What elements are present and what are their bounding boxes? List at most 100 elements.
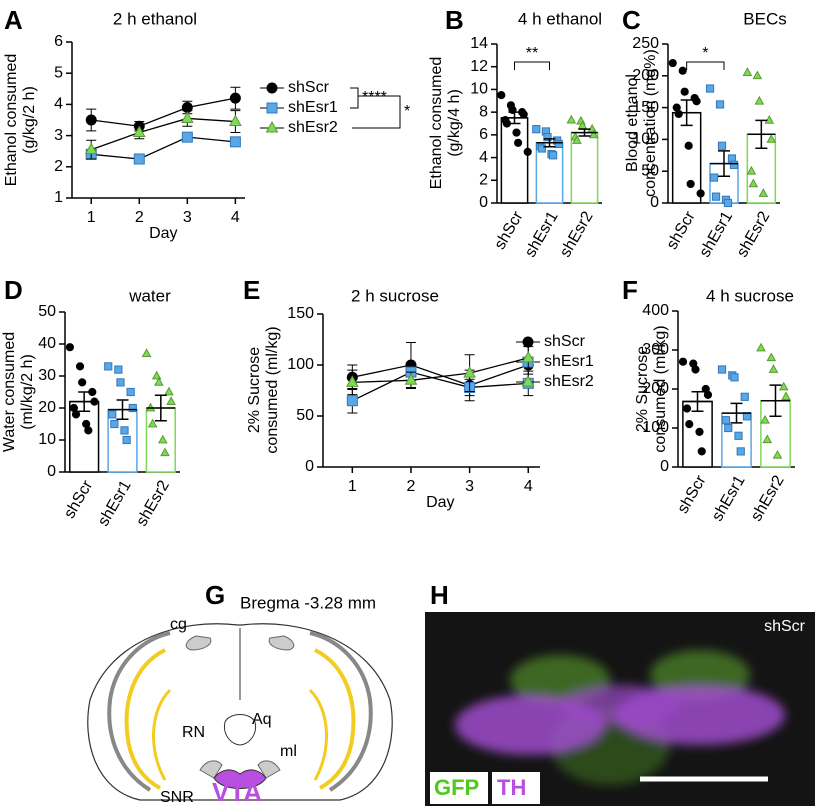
marker [762, 434, 773, 444]
y-tick-label: 50 [38, 303, 56, 320]
y-tick-label: 150 [287, 305, 314, 322]
marker [160, 447, 170, 457]
error-bar [69, 391, 99, 412]
y-tick-label: 0 [650, 194, 659, 211]
y-axis-label: consumed (ml/kg) [652, 325, 669, 452]
x-tick-label: shScr [674, 472, 710, 517]
error-bar [721, 402, 752, 424]
marker [114, 365, 123, 374]
x-tick-label: 3 [183, 209, 192, 226]
marker [84, 142, 98, 155]
y-tick-label: 2 [479, 172, 488, 189]
y-axis-label: (g/kg/2 h) [21, 86, 38, 154]
y-tick-label: 0 [47, 463, 56, 480]
x-axis-label: Day [149, 225, 177, 242]
series-line [352, 364, 529, 387]
marker [692, 97, 701, 106]
marker [715, 100, 725, 109]
x-tick-label: shEsr2 [734, 209, 774, 261]
marker [566, 114, 577, 124]
y-axis-label: Water consumed [1, 332, 18, 452]
marker [229, 92, 241, 104]
marker [543, 133, 552, 142]
series-line [91, 136, 236, 160]
y-tick-label: 12 [470, 58, 488, 75]
legend-label: shEsr1 [544, 353, 594, 370]
marker [181, 131, 193, 143]
marker [521, 350, 535, 363]
marker [684, 141, 693, 150]
marker [754, 95, 765, 105]
legend-box [430, 772, 488, 804]
y-tick-label: 200 [642, 380, 669, 397]
legend-label: shScr [544, 333, 586, 350]
error-bar [710, 150, 738, 178]
x-tick-label: shScr [491, 208, 527, 253]
marker [180, 111, 194, 123]
marker [717, 365, 727, 374]
marker [678, 357, 688, 366]
marker [723, 198, 733, 208]
x-axis-label: Day [426, 494, 454, 511]
y-tick-label: 10 [38, 431, 56, 448]
chart-title: 4 h sucrose [706, 286, 794, 305]
stain-label: TH [497, 775, 526, 800]
significance-label: **** [362, 89, 387, 106]
marker [717, 141, 727, 150]
y-tick-label: 40 [38, 335, 56, 352]
diagram-title: Bregma -3.28 mm [240, 593, 376, 612]
diagram-label: cg [170, 616, 187, 633]
marker [110, 419, 119, 429]
legend-label: shEsr2 [288, 119, 338, 136]
legend-marker [266, 82, 278, 94]
error-bar [501, 111, 528, 125]
panel-letter: C [622, 5, 641, 35]
marker [729, 160, 739, 169]
chart-title: BECs [743, 9, 786, 28]
marker [132, 125, 146, 137]
x-tick-label: 2 [135, 209, 144, 226]
y-tick-label: 100 [632, 131, 659, 148]
y-axis-label: concentration (mg%) [642, 49, 659, 197]
x-tick-label: 3 [465, 478, 474, 495]
y-tick-label: 50 [296, 407, 314, 424]
series-line [352, 371, 529, 402]
marker [126, 387, 135, 397]
error-bar [146, 394, 176, 422]
marker [120, 426, 129, 435]
legend-box [492, 772, 540, 804]
y-axis-label: 2% Sucrose [246, 347, 263, 433]
y-tick-label: 5 [54, 64, 63, 81]
error-bar [760, 384, 791, 418]
marker [705, 84, 715, 93]
y-tick-label: 300 [642, 341, 669, 358]
marker [768, 364, 779, 373]
y-tick-label: 3 [54, 127, 63, 144]
marker [682, 404, 692, 413]
marker [404, 373, 418, 385]
x-tick-label: 1 [348, 478, 357, 495]
marker [463, 366, 476, 378]
marker [778, 381, 789, 391]
significance-bracket [350, 87, 359, 109]
significance-label: ** [526, 45, 538, 62]
marker [65, 343, 75, 352]
diagram-label: ml [280, 743, 297, 760]
marker [141, 348, 152, 357]
marker [680, 87, 689, 96]
diagram-label: SNR [160, 789, 194, 806]
marker [532, 125, 541, 134]
marker [229, 136, 241, 148]
y-tick-label: 20 [38, 399, 56, 416]
brain-diagram: G Bregma -3.28 mm cg RN Aq ml SNR VTA [87, 580, 393, 807]
white-matter [309, 631, 373, 792]
y-axis-label: 2% Sucrose [634, 346, 651, 432]
marker [736, 447, 745, 456]
marker [588, 129, 599, 139]
significance-bracket [514, 61, 550, 70]
x-tick-label: 4 [231, 209, 240, 226]
marker [523, 147, 532, 156]
marker [703, 390, 713, 399]
marker [537, 144, 546, 153]
